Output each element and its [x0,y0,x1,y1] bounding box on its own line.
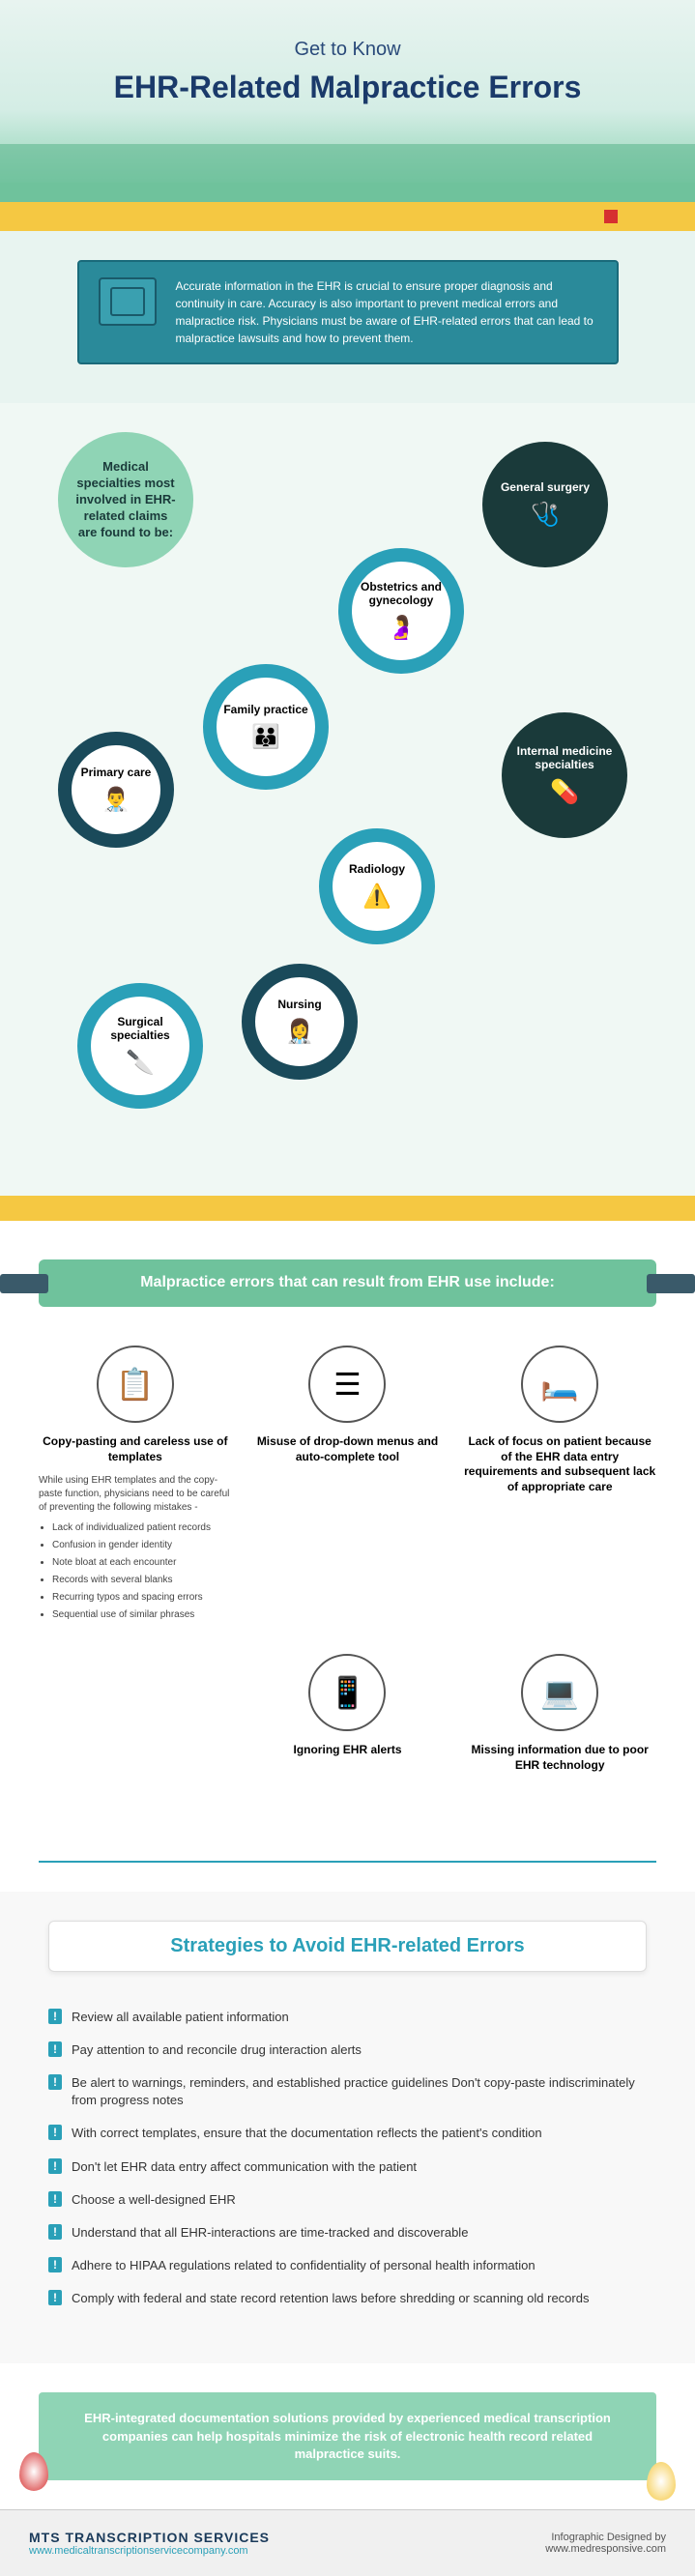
error-title: Misuse of drop-down menus and auto-compl… [251,1434,445,1464]
radiology-icon: ⚠️ [362,883,391,912]
laptop-ehr-icon [99,277,157,326]
specialty-general-surgery: General surgery 🩺 [482,442,608,567]
internal-icon: 💊 [550,778,579,807]
header-section: Get to Know EHR-Related Malpractice Erro… [0,0,695,183]
bullet: Confusion in gender identity [52,1538,232,1552]
footer-designed-url: www.medresponsive.com [545,2543,666,2555]
errors-banner: Malpractice errors that can result from … [39,1259,656,1307]
strategy-item: With correct templates, ensure that the … [48,2117,647,2150]
error-alerts: 📱 Ignoring EHR alerts [251,1654,445,1782]
specialty-label: General surgery [495,480,595,494]
phone-alert-icon: 📱 [308,1654,386,1731]
bullet: Records with several blanks [52,1573,232,1587]
bullet: Lack of individualized patient records [52,1520,232,1535]
bullet: Sequential use of similar phrases [52,1607,232,1622]
error-title: Lack of focus on patient because of the … [463,1434,656,1494]
laptop-icon: 💻 [521,1654,598,1731]
intro-box: Accurate information in the EHR is cruci… [77,260,619,364]
errors-section: Malpractice errors that can result from … [0,1221,695,1831]
error-bullets: Lack of individualized patient records C… [39,1520,232,1622]
specialty-internal-medicine: Internal medicine specialties 💊 [502,712,627,838]
primary-care-icon: 👨‍⚕️ [101,786,130,815]
skyline-decoration [0,144,695,183]
specialties-section: Medical specialties most involved in EHR… [0,403,695,1196]
strategy-item: Review all available patient information [48,2001,647,2034]
specialty-label: Surgical specialties [91,1015,189,1043]
specialty-surgical: Surgical specialties 🔪 [77,983,203,1109]
specialty-label: Internal medicine specialties [502,744,627,772]
strategies-title: Strategies to Avoid EHR-related Errors [69,1935,626,1957]
strategy-item: Don't let EHR data entry affect communic… [48,2151,647,2184]
obgyn-icon: 🤰 [387,614,416,643]
footer-designed-label: Infographic Designed by [545,2532,666,2543]
specialty-radiology: Radiology ⚠️ [319,828,435,944]
error-missing-info: 💻 Missing information due to poor EHR te… [463,1654,656,1782]
footer: MTS TRANSCRIPTION SERVICES www.medicaltr… [0,2509,695,2576]
strategy-list: Review all available patient information… [48,2001,647,2316]
footer-url: www.medicaltranscriptionservicecompany.c… [29,2545,270,2557]
divider [39,1861,656,1863]
surgical-icon: 🔪 [126,1049,155,1078]
patient-bed-icon: 🛏️ [521,1346,598,1423]
strategies-section: Strategies to Avoid EHR-related Errors R… [0,1892,695,2364]
strategy-item: Be alert to warnings, reminders, and est… [48,2067,647,2117]
specialty-label: Obstetrics and gynecology [352,580,450,608]
surgery-icon: 🩺 [531,501,560,530]
specialty-primary-care: Primary care 👨‍⚕️ [58,732,174,848]
header-pretitle: Get to Know [19,39,676,61]
error-title: Ignoring EHR alerts [251,1743,445,1758]
ruler-bottom-decoration [0,1196,695,1221]
nursing-icon: 👩‍⚕️ [285,1018,314,1047]
error-copy-paste: 📋 Copy-pasting and careless use of templ… [39,1346,232,1625]
bullet: Note bloat at each encounter [52,1555,232,1570]
specialty-family: Family practice 👪 [203,664,329,790]
specialty-label: Radiology [343,862,411,876]
infographic-page: Get to Know EHR-Related Malpractice Erro… [0,0,695,2576]
strategy-item: Comply with federal and state record ret… [48,2282,647,2315]
strategy-item: Choose a well-designed EHR [48,2184,647,2216]
footer-left: MTS TRANSCRIPTION SERVICES www.medicaltr… [29,2530,270,2557]
strategies-title-wrap: Strategies to Avoid EHR-related Errors [48,1921,647,1972]
balloon-right-icon [647,2462,676,2501]
specialty-label: Primary care [75,766,158,779]
intro-section: Accurate information in the EHR is cruci… [0,231,695,403]
family-icon: 👪 [251,723,280,752]
specialty-label: Family practice [217,703,313,716]
errors-grid: 📋 Copy-pasting and careless use of templ… [39,1346,656,1782]
green-band [0,183,695,202]
error-title: Copy-pasting and careless use of templat… [39,1434,232,1464]
intro-text: Accurate information in the EHR is cruci… [176,277,597,347]
strategy-item: Pay attention to and reconcile drug inte… [48,2034,647,2067]
caption-box: EHR-integrated documentation solutions p… [39,2392,656,2480]
footer-brand: MTS TRANSCRIPTION SERVICES [29,2530,270,2545]
bullet: Recurring typos and spacing errors [52,1590,232,1605]
specialty-nursing: Nursing 👩‍⚕️ [242,964,358,1080]
ruler-decoration [0,202,695,231]
strategy-item: Understand that all EHR-interactions are… [48,2216,647,2249]
error-dropdown: ☰ Misuse of drop-down menus and auto-com… [251,1346,445,1625]
error-title: Missing information due to poor EHR tech… [463,1743,656,1773]
specialty-obgyn: Obstetrics and gynecology 🤰 [338,548,464,674]
footer-right: Infographic Designed by www.medresponsiv… [545,2532,666,2555]
copy-paste-icon: 📋 [97,1346,174,1423]
balloon-left-icon [19,2452,48,2491]
error-focus: 🛏️ Lack of focus on patient because of t… [463,1346,656,1625]
header-title: EHR-Related Malpractice Errors [19,69,676,105]
error-desc: While using EHR templates and the copy-p… [39,1474,232,1515]
specialty-label: Nursing [272,998,327,1011]
dropdown-icon: ☰ [308,1346,386,1423]
specialties-grid: General surgery 🩺 Obstetrics and gynecol… [29,442,666,1138]
strategy-item: Adhere to HIPAA regulations related to c… [48,2249,647,2282]
